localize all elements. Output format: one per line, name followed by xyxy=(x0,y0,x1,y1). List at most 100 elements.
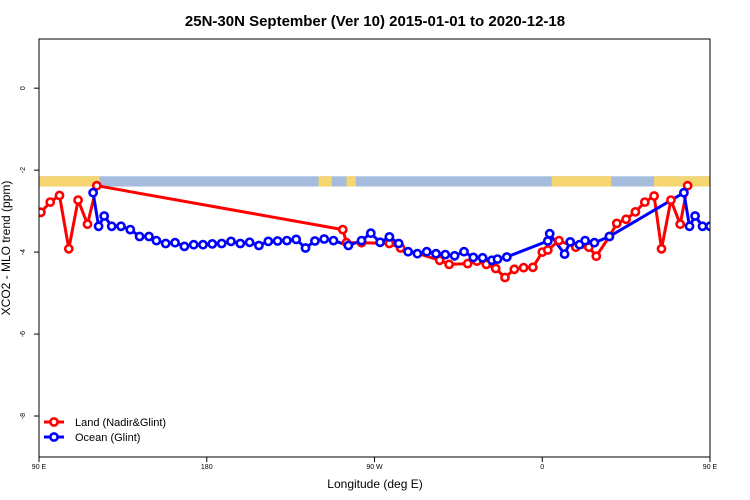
series-1-point-18 xyxy=(244,237,255,248)
series-0-point-23 xyxy=(542,245,553,255)
series-1-point-54 xyxy=(679,187,689,198)
series-0-point-5 xyxy=(82,219,93,230)
series-1-point-2 xyxy=(99,211,110,221)
series-1-point-61 xyxy=(734,233,741,240)
series-1-point-59 xyxy=(716,226,723,233)
series-1-point-53 xyxy=(604,231,615,242)
series-1-point-41 xyxy=(468,252,479,263)
land-band-0 xyxy=(39,176,100,187)
series-0-point-37 xyxy=(682,180,693,191)
series-0-point-6 xyxy=(91,180,102,191)
series-1-point-45 xyxy=(501,252,512,262)
series-1-point-29 xyxy=(356,235,367,246)
legend-ocean-label: Ocean (Glint) xyxy=(75,432,140,444)
series-1-point-55 xyxy=(684,221,695,232)
series-1-point-38 xyxy=(440,249,451,260)
series-1-point-27 xyxy=(328,235,339,246)
series-1-point-28 xyxy=(343,240,354,251)
series-1-point-47 xyxy=(544,228,555,239)
series-1-point-0 xyxy=(88,187,98,198)
legend-land-label: Land (Nadir&Glint) xyxy=(75,417,166,429)
series-1-point-12 xyxy=(188,239,199,250)
series-1-point-22 xyxy=(281,235,292,246)
series-1-point-33 xyxy=(393,238,404,249)
series-1-point-5 xyxy=(125,224,136,235)
series-1-point-35 xyxy=(412,248,423,259)
series-1-point-13 xyxy=(198,239,208,250)
legend: Land (Nadir&Glint) Ocean (Glint) xyxy=(44,417,166,444)
series-1-point-4 xyxy=(116,221,126,232)
series-0-point-36 xyxy=(675,219,686,230)
x-axis-label: Longitude (deg E) xyxy=(327,477,422,491)
series-1-point-26 xyxy=(319,234,330,244)
land-band-1 xyxy=(318,176,332,187)
x-axis: 90 E 180 90 W 0 90 E xyxy=(32,457,718,471)
series-0-point-20 xyxy=(518,262,529,273)
series-1-point-17 xyxy=(235,238,246,249)
x-tick-label-4: 90 E xyxy=(703,464,718,471)
series-points xyxy=(39,180,750,283)
y-axis-label: XCO2 - MLO trend (ppm) xyxy=(0,181,13,316)
series-1-point-20 xyxy=(263,236,274,247)
series-1-point-21 xyxy=(272,236,283,246)
series-1-point-16 xyxy=(226,236,236,247)
series-0-point-30 xyxy=(621,214,631,225)
series-1-point-32 xyxy=(384,231,395,242)
chart-title: 25N-30N September (Ver 10) 2015-01-01 to… xyxy=(185,13,565,30)
series-line-0 xyxy=(39,184,690,279)
x-tick-label-0: 90 E xyxy=(32,464,47,471)
legend-ocean-marker xyxy=(49,432,59,442)
y-tick-label-1: -2 xyxy=(20,167,27,173)
land-band-2 xyxy=(346,176,356,187)
series-0-point-17 xyxy=(490,263,501,274)
series-0-point-4 xyxy=(73,195,83,205)
legend-land-marker xyxy=(49,417,59,427)
series-1-point-10 xyxy=(170,237,180,248)
series-1-point-58 xyxy=(705,221,710,232)
series-1-point-51 xyxy=(580,235,590,246)
series-0-point-2 xyxy=(54,190,65,201)
series-1-point-6 xyxy=(134,231,145,242)
series-0-point-13 xyxy=(444,259,454,270)
series-1-point-15 xyxy=(216,238,227,249)
series-1-point-1 xyxy=(93,221,104,232)
series-0-point-32 xyxy=(639,197,650,207)
y-axis: 0 -2 -4 -6 -8 xyxy=(20,86,39,419)
series-0-point-14 xyxy=(462,258,473,269)
series-1-point-7 xyxy=(144,231,154,242)
land-band-4 xyxy=(654,176,710,187)
x-tick-label-2: 90 W xyxy=(366,464,383,471)
series-1-point-56 xyxy=(690,211,700,221)
series-1-point-62 xyxy=(744,237,750,244)
ocean-band xyxy=(39,176,710,187)
series-0-point-19 xyxy=(509,264,520,275)
series-1-point-52 xyxy=(589,237,600,248)
x-tick-label-1: 180 xyxy=(201,464,213,471)
series-1-point-42 xyxy=(477,252,488,263)
series-1-point-9 xyxy=(160,238,171,249)
series-1-point-8 xyxy=(151,235,162,246)
series-1-point-39 xyxy=(449,250,460,261)
series-1-point-40 xyxy=(459,246,469,257)
series-0-point-27 xyxy=(591,251,602,262)
land-ocean-bar xyxy=(39,176,710,187)
series-0-point-31 xyxy=(630,206,641,217)
series-0-point-3 xyxy=(63,243,74,254)
y-tick-label-4: -8 xyxy=(20,413,27,419)
series-1-point-37 xyxy=(431,248,441,259)
series-1-point-34 xyxy=(403,246,413,257)
series-1-point-23 xyxy=(291,234,302,245)
y-tick-label-2: -4 xyxy=(20,249,27,255)
series-1-point-30 xyxy=(365,228,376,239)
plot-area xyxy=(39,176,750,283)
series-0-point-21 xyxy=(528,262,538,273)
series-1-point-31 xyxy=(375,237,385,248)
plot-frame xyxy=(38,38,711,458)
x-tick-label-3: 0 xyxy=(540,464,544,471)
series-1-point-36 xyxy=(421,246,432,257)
series-1-point-57 xyxy=(697,221,708,232)
series-0-point-7 xyxy=(337,224,348,235)
series-0-point-33 xyxy=(649,191,659,201)
series-1-point-44 xyxy=(492,254,503,264)
